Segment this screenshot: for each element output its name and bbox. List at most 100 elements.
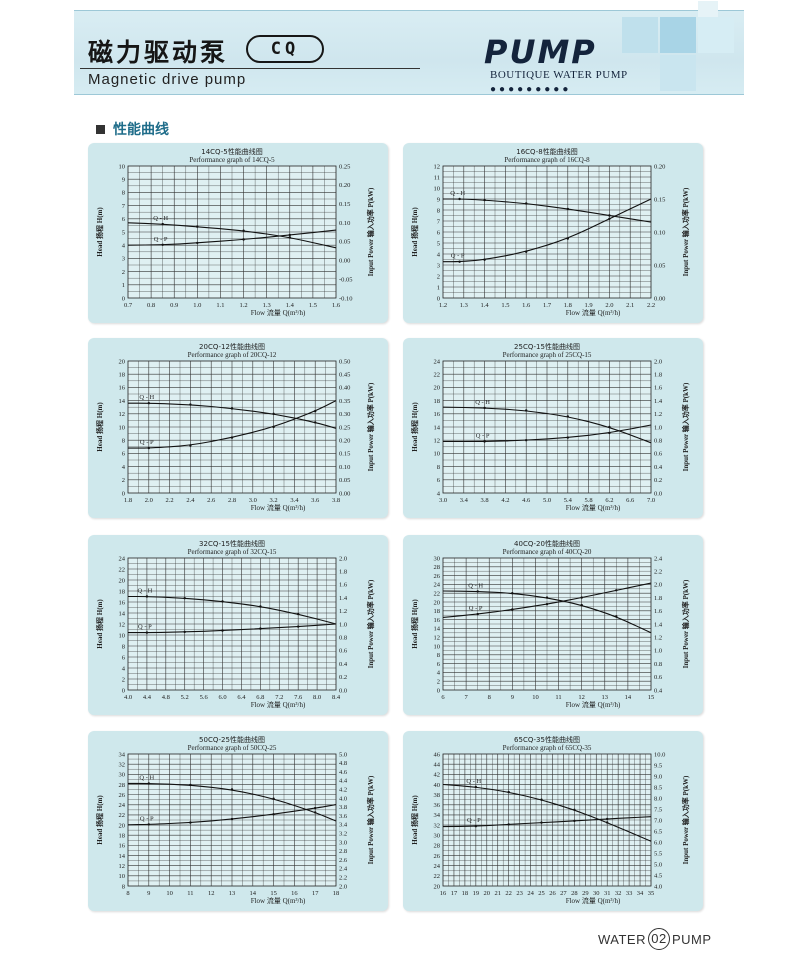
y-tick-label: 22 [119, 812, 126, 819]
y-tick-label: 6 [122, 654, 126, 661]
qp-point [221, 629, 224, 632]
x-tick-label: 25 [538, 890, 545, 897]
chart-panel-14cq-5: 14CQ-5性能曲线图 Performance graph of 14CQ-5 0.… [88, 143, 388, 323]
x-tick-label: 35 [648, 890, 655, 897]
x-tick-label: 1.5 [501, 302, 509, 309]
qh-point [483, 406, 486, 410]
y-tick-label: 24 [119, 802, 126, 809]
qp-curve [127, 804, 337, 826]
title-cn: 磁力驱动泵 [88, 38, 229, 67]
y-tick-label: 6 [437, 229, 441, 236]
y-tick-label: 8 [437, 652, 440, 659]
y2-tick-label: 0.00 [339, 490, 350, 497]
x-tick-label: 9 [147, 890, 150, 897]
y-tick-label: 8 [122, 438, 125, 445]
qh-point [474, 785, 477, 789]
qh-point [525, 409, 528, 412]
qh-label: Q - H [475, 399, 490, 406]
y-tick-label: 2 [437, 273, 440, 280]
y2-axis-label: Input Power 输入功率 P(kW) [366, 579, 375, 668]
chart-panel-16cq-8: 16CQ-8性能曲线图 Performance graph of 16CQ-8 1.… [403, 143, 703, 323]
y-tick-label: 22 [434, 873, 441, 880]
y-tick-label: 5 [122, 229, 125, 236]
y-tick-label: 0 [122, 295, 125, 302]
qp-point [458, 260, 461, 263]
y2-tick-label: 0.30 [339, 411, 350, 418]
y2-tick-label: 2.0 [654, 358, 662, 365]
y2-tick-label: 0.35 [339, 398, 350, 405]
y-tick-label: 11 [434, 174, 440, 181]
y-tick-label: 12 [119, 621, 126, 628]
qh-point [476, 590, 479, 593]
x-tick-label: 18 [462, 890, 469, 897]
qp-point [573, 819, 576, 823]
x-tick-label: 30 [593, 890, 600, 897]
footer-left: WATER [598, 931, 646, 947]
qh-point [608, 214, 611, 217]
qh-curve [442, 783, 652, 842]
y2-tick-label: 3.0 [339, 839, 347, 846]
y2-tick-label: 1.6 [339, 582, 348, 589]
y2-tick-label: 7.0 [654, 817, 662, 824]
y-tick-label: 4 [122, 464, 126, 471]
qp-label: Q - P [467, 817, 481, 824]
y-tick-label: 24 [119, 555, 126, 562]
chart-title: 25CQ-15性能曲线图 [514, 342, 580, 351]
y-tick-label: 18 [434, 398, 441, 405]
bullet-square-icon [96, 124, 105, 134]
y2-tick-label: 0.8 [339, 635, 347, 642]
x-tick-label: 4.6 [522, 497, 531, 504]
x-tick-label: 5.6 [200, 694, 209, 701]
qh-point [288, 236, 291, 239]
y2-axis-label: Input Power 输入功率 P(kW) [681, 579, 690, 668]
y-tick-label: 24 [434, 358, 441, 365]
y-axis-label: Head 扬程 H(m) [410, 795, 419, 845]
x-tick-label: 1.6 [522, 302, 531, 309]
y-tick-label: 28 [119, 782, 126, 789]
y2-tick-label: 8.0 [654, 795, 662, 802]
y2-tick-label: 0.4 [339, 661, 348, 668]
y-tick-label: 2 [122, 269, 125, 276]
y-tick-label: 28 [434, 564, 441, 571]
y2-tick-label: 0.50 [339, 358, 350, 365]
x-tick-label: 8.0 [313, 694, 321, 701]
x-tick-label: 20 [484, 890, 491, 897]
y-tick-label: 0 [437, 295, 440, 302]
x-tick-label: 19 [473, 890, 480, 897]
x-tick-label: 8 [488, 694, 491, 701]
y2-tick-label: 1.2 [339, 608, 347, 615]
qh-point [221, 600, 224, 603]
x-tick-label: 5.0 [543, 497, 551, 504]
y2-tick-label: 1.2 [654, 411, 662, 418]
y2-tick-label: 0.0 [654, 490, 662, 497]
qh-label: Q - H [138, 588, 153, 595]
y2-tick-label: 1.0 [339, 621, 347, 628]
y-tick-label: 4 [122, 243, 126, 250]
y2-tick-label: 2.2 [339, 875, 347, 882]
y-tick-label: 3 [122, 256, 125, 263]
y2-tick-label: 0.15 [339, 451, 350, 458]
chart-title: 14CQ-5性能曲线图 [201, 147, 262, 156]
x-tick-label: 1.9 [585, 302, 593, 309]
y2-tick-label: -0.05 [339, 276, 353, 283]
x-tick-label: 4.2 [501, 497, 509, 504]
qh-point [458, 197, 461, 201]
y-tick-label: 32 [434, 822, 441, 829]
y2-axis-label: Input Power 输入功率 P(kW) [681, 382, 690, 471]
y-tick-label: 18 [119, 372, 126, 379]
y-tick-label: 12 [434, 438, 441, 445]
qh-point [147, 402, 150, 405]
x-tick-label: 13 [602, 694, 609, 701]
y-tick-label: 20 [119, 358, 126, 365]
y2-axis-label: Input Power 输入功率 P(kW) [681, 775, 690, 864]
x-tick-label: 1.1 [216, 302, 224, 309]
x-tick-label: 14 [625, 694, 632, 701]
x-tick-label: 0.7 [124, 302, 133, 309]
x-axis-label: Flow 流量 Q(m³/h) [251, 308, 306, 317]
y-tick-label: 10 [119, 163, 126, 170]
x-tick-label: 3.0 [249, 497, 257, 504]
y2-tick-label: 2.0 [339, 555, 347, 562]
y2-tick-label: 0.10 [339, 464, 350, 471]
y2-tick-label: 0.05 [339, 239, 350, 246]
